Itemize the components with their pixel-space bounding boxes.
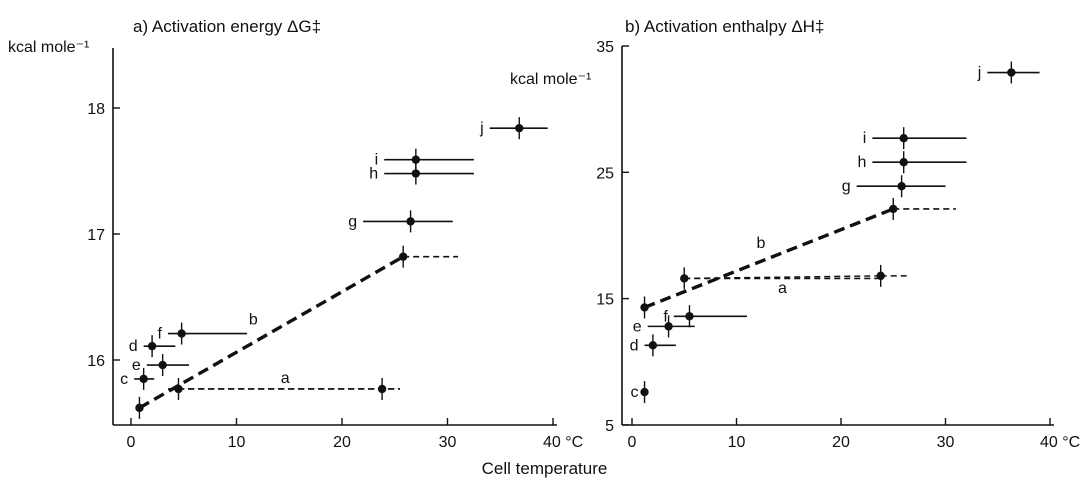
data-point bbox=[411, 169, 421, 178]
chart-title: b) Activation enthalpy ΔH‡ bbox=[625, 17, 824, 36]
x-tick-label: 40 °C bbox=[543, 434, 583, 451]
data-point-label: j bbox=[479, 120, 484, 137]
data-point bbox=[147, 341, 157, 351]
data-point bbox=[899, 157, 908, 167]
data-point bbox=[158, 360, 167, 370]
data-point bbox=[174, 384, 183, 394]
x-tick-label: 20 bbox=[832, 434, 850, 451]
chart-title: a) Activation energy ΔG‡ bbox=[133, 17, 321, 36]
data-point bbox=[899, 133, 908, 143]
data-point-label: e bbox=[633, 318, 642, 335]
data-point bbox=[889, 204, 898, 214]
trend-line-a bbox=[684, 275, 881, 280]
trend-line-label: a bbox=[281, 370, 290, 387]
data-point-label: d bbox=[630, 337, 639, 354]
data-point-label: h bbox=[369, 166, 378, 183]
data-point-label: f bbox=[157, 326, 162, 343]
data-point bbox=[648, 341, 658, 350]
data-point bbox=[177, 329, 186, 338]
y-tick-label: 5 bbox=[605, 418, 614, 435]
y-tick-label: 35 bbox=[596, 39, 614, 56]
y-tick-label: 17 bbox=[87, 227, 105, 244]
x-tick-label: 0 bbox=[127, 434, 136, 451]
chart-panel-a: a) Activation energy ΔG‡ kcal mole⁻¹ 0 10 20… bbox=[8, 17, 583, 451]
y-axis-label: kcal mole⁻¹ bbox=[510, 71, 591, 88]
data-point-label: f bbox=[663, 308, 668, 325]
x-tick-label: 20 bbox=[333, 434, 351, 451]
y-tick-label: 15 bbox=[596, 292, 614, 309]
data-point bbox=[377, 384, 387, 394]
data-point-label: j bbox=[977, 65, 982, 82]
data-point bbox=[135, 403, 144, 413]
data-point bbox=[640, 303, 649, 312]
data-point bbox=[1007, 68, 1016, 77]
y-tick-label: 25 bbox=[596, 165, 614, 182]
data-point bbox=[398, 252, 408, 261]
data-point bbox=[680, 274, 689, 283]
y-axis-label: kcal mole⁻¹ bbox=[8, 39, 89, 56]
x-axis-title: Cell temperature bbox=[481, 459, 608, 478]
y-tick-label: 16 bbox=[87, 353, 105, 370]
data-point-label: d bbox=[129, 338, 138, 355]
data-point bbox=[406, 217, 415, 226]
y-tick-label: 18 bbox=[87, 101, 105, 118]
data-point-label: i bbox=[375, 152, 379, 169]
trend-line-label: b bbox=[756, 235, 765, 252]
x-tick-label: 0 bbox=[628, 434, 637, 451]
data-point bbox=[139, 374, 148, 384]
data-point-label: g bbox=[842, 178, 851, 195]
x-tick-label: 10 bbox=[728, 434, 746, 451]
x-tick-label: 10 bbox=[228, 434, 246, 451]
x-tick-label: 30 bbox=[439, 434, 457, 451]
data-point bbox=[640, 387, 649, 397]
data-point bbox=[664, 322, 673, 331]
data-point bbox=[876, 271, 885, 281]
trend-line-b bbox=[643, 207, 894, 310]
x-tick-label: 40 °C bbox=[1040, 434, 1080, 451]
x-tick-label: 30 bbox=[937, 434, 955, 451]
data-point bbox=[685, 312, 694, 321]
data-point-label: c bbox=[120, 371, 128, 388]
chart-panel-b: b) Activation enthalpy ΔH‡ kcal mole⁻¹ 0 10… bbox=[510, 17, 1080, 451]
data-point-label: c bbox=[631, 384, 639, 401]
data-point-label: e bbox=[132, 357, 141, 374]
data-point-label: i bbox=[863, 130, 867, 147]
data-point bbox=[515, 123, 524, 133]
data-point-label: g bbox=[348, 213, 357, 230]
data-point bbox=[897, 181, 906, 191]
data-point-label: h bbox=[857, 154, 866, 171]
trend-line-label: b bbox=[249, 311, 258, 328]
data-point bbox=[411, 155, 421, 164]
trend-line-label: a bbox=[778, 280, 787, 297]
